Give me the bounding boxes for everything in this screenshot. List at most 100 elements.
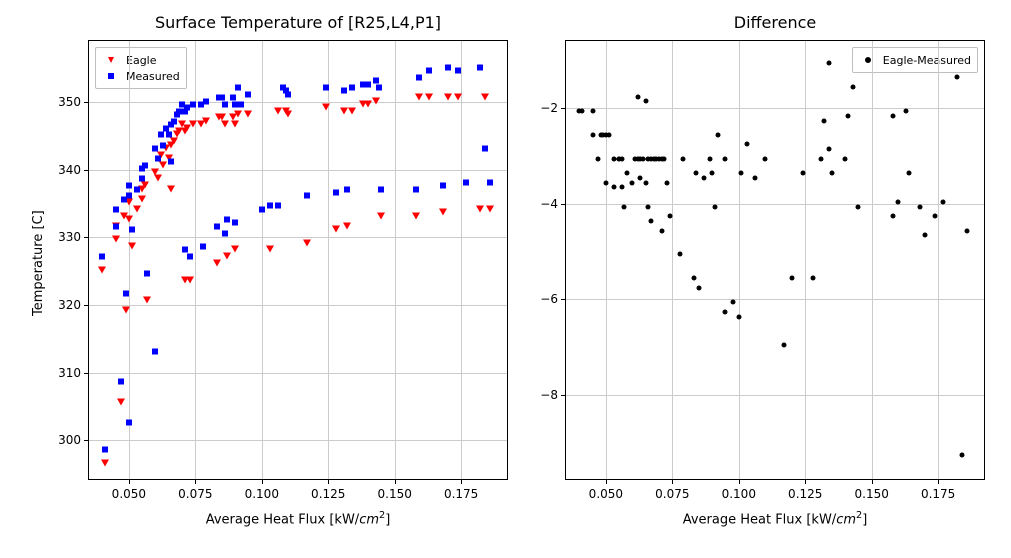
data-point — [377, 204, 385, 223]
data-point — [763, 146, 768, 165]
data-point — [896, 189, 901, 208]
data-point — [203, 89, 209, 108]
left-title: Surface Temperature of [R25,L4,P1] — [89, 13, 507, 32]
data-point — [678, 242, 683, 261]
data-point — [144, 262, 150, 281]
data-point — [189, 113, 197, 132]
data-point — [274, 99, 282, 118]
data-point — [739, 161, 744, 180]
data-point — [625, 161, 630, 180]
data-point — [128, 235, 136, 254]
data-point — [476, 197, 484, 216]
data-point — [285, 82, 291, 101]
data-point — [129, 218, 135, 237]
data-point — [455, 59, 461, 78]
gridline-v — [739, 41, 740, 479]
data-point — [965, 218, 970, 237]
data-point — [439, 201, 447, 220]
x-tick-label: 0.150 — [855, 487, 889, 501]
data-point — [113, 197, 119, 216]
data-point — [214, 214, 220, 233]
data-point — [190, 92, 196, 111]
left-xlabel: Average Heat Flux [kW/cm2] — [89, 510, 507, 527]
data-point — [426, 59, 432, 78]
data-point — [200, 235, 206, 254]
gridline-v — [606, 41, 607, 479]
gridline-h — [89, 237, 507, 238]
data-point — [821, 108, 826, 127]
data-point — [667, 204, 672, 223]
data-point — [267, 194, 273, 213]
data-point — [323, 76, 329, 95]
x-tick-label: 0.175 — [444, 487, 478, 501]
data-point — [143, 289, 151, 308]
gridline-h — [566, 299, 984, 300]
data-point — [643, 89, 648, 108]
data-point — [662, 146, 667, 165]
right-xlabel: Average Heat Flux [kW/cm2] — [566, 510, 984, 527]
gridline-h — [566, 108, 984, 109]
data-point — [284, 103, 292, 122]
data-point — [603, 170, 608, 189]
y-tick-label: −6 — [540, 292, 558, 306]
data-point — [665, 170, 670, 189]
right-title: Difference — [566, 13, 984, 32]
y-tick-label: 310 — [58, 366, 81, 380]
data-point — [303, 231, 311, 250]
gridline-v — [395, 41, 396, 479]
data-point — [341, 79, 347, 98]
gridline-v — [461, 41, 462, 479]
x-tick-label: 0.125 — [788, 487, 822, 501]
data-point — [333, 180, 339, 199]
data-point — [811, 266, 816, 285]
gridline-h — [89, 373, 507, 374]
data-point — [481, 86, 489, 105]
data-point — [482, 136, 488, 155]
data-point — [827, 51, 832, 70]
data-point — [845, 103, 850, 122]
data-point — [960, 443, 965, 462]
data-point — [904, 98, 909, 117]
data-point — [723, 146, 728, 165]
data-point — [99, 245, 105, 264]
data-point — [486, 197, 494, 216]
data-point — [123, 282, 129, 301]
data-point — [415, 86, 423, 105]
data-point — [906, 161, 911, 180]
data-point — [954, 65, 959, 84]
data-point — [413, 177, 419, 196]
legend-label: Eagle — [126, 54, 157, 67]
x-tick-label: 0.150 — [378, 487, 412, 501]
data-point — [715, 122, 720, 141]
data-point — [477, 55, 483, 74]
data-point — [412, 204, 420, 223]
x-tick-label: 0.075 — [178, 487, 212, 501]
data-point — [122, 299, 130, 318]
data-point — [187, 245, 193, 264]
data-point — [781, 333, 786, 352]
legend-item: Eagle — [102, 52, 180, 68]
triangle_down-icon — [102, 57, 120, 63]
figure: Surface Temperature of [R25,L4,P1] Tempe… — [0, 0, 1011, 558]
x-tick-label: 0.175 — [921, 487, 955, 501]
y-tick-label: 320 — [58, 298, 81, 312]
x-tick-label: 0.125 — [311, 487, 345, 501]
legend-label: Measured — [126, 70, 180, 83]
data-point — [142, 153, 148, 172]
legend-item: Measured — [102, 68, 180, 84]
x-tick-label: 0.100 — [722, 487, 756, 501]
data-point — [579, 98, 584, 117]
data-point — [425, 86, 433, 105]
data-point — [349, 76, 355, 95]
data-point — [712, 194, 717, 213]
data-point — [186, 268, 194, 287]
data-point — [851, 75, 856, 94]
data-point — [622, 194, 627, 213]
data-point — [702, 165, 707, 184]
x-tick-label: 0.050 — [112, 487, 146, 501]
y-tick-label: −4 — [540, 197, 558, 211]
y-tick-label: 330 — [58, 230, 81, 244]
data-point — [304, 184, 310, 203]
data-point — [231, 238, 239, 257]
left-legend: Eagle Measured — [95, 47, 187, 89]
